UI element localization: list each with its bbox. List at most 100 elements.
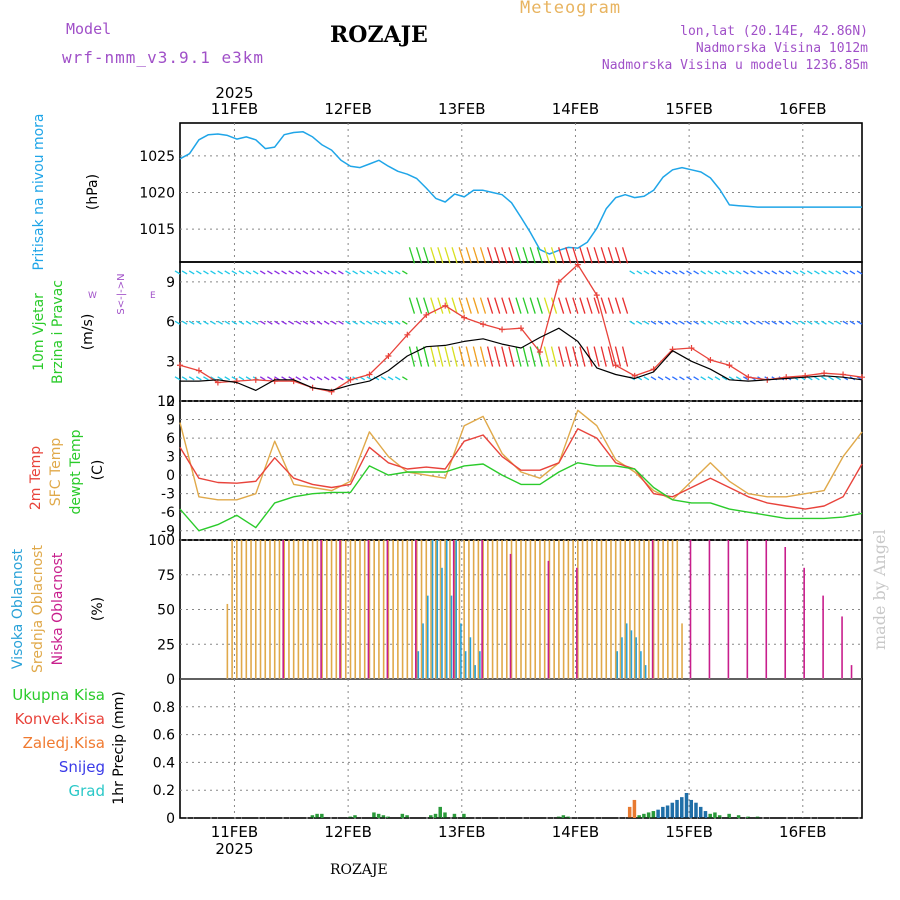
ytick-4-2: 0.4 xyxy=(153,755,175,771)
wind-barb xyxy=(629,270,636,275)
precip-bar xyxy=(717,815,722,818)
wind-barb xyxy=(302,320,309,325)
precip-bar xyxy=(727,813,731,818)
gust-marker xyxy=(177,362,183,369)
wind-barb xyxy=(238,376,245,381)
precip-bar xyxy=(376,813,381,818)
wind-barb xyxy=(650,376,657,381)
precip-bar xyxy=(675,799,679,818)
gust-marker xyxy=(366,371,373,378)
wind-barb xyxy=(714,376,721,381)
wind-barb xyxy=(856,270,863,275)
precip-bar xyxy=(561,815,566,818)
wind-barb xyxy=(408,297,416,314)
wind-barb xyxy=(217,270,223,275)
gust-marker xyxy=(688,345,695,352)
ytick-1-0: 0 xyxy=(166,394,175,410)
precip-bar xyxy=(627,806,632,818)
precip-legend-3: Snijeg xyxy=(59,758,105,776)
elevation-label: Nadmorska Visina 1012m xyxy=(695,41,868,56)
wind-barb xyxy=(508,297,515,314)
wind-barb xyxy=(679,320,685,325)
wind-barb xyxy=(742,320,749,325)
precip-legend-0: Ukupna Kisa xyxy=(12,686,105,704)
wind-barb xyxy=(295,376,302,381)
precip-bar xyxy=(642,813,646,818)
gust-marker xyxy=(518,325,524,332)
wind-barb xyxy=(181,270,188,275)
wind-barb xyxy=(806,320,813,325)
gust-marker xyxy=(214,379,221,386)
wind-barb xyxy=(210,270,216,275)
gust-marker xyxy=(252,376,259,383)
wind-barb xyxy=(274,320,280,325)
wind-barb xyxy=(217,376,223,381)
wind-barb xyxy=(352,320,358,325)
wind-barb xyxy=(764,320,770,325)
ytick-1-3: 9 xyxy=(166,275,175,291)
wind-barb xyxy=(415,297,423,314)
precip-bar xyxy=(689,799,693,818)
wind-barb xyxy=(465,297,472,314)
wind-barb xyxy=(657,320,664,325)
wind-barb xyxy=(494,297,501,314)
wind-barb xyxy=(821,376,827,381)
wind-barb xyxy=(345,270,351,275)
wind-barb xyxy=(707,376,714,381)
precip-bar xyxy=(684,792,689,818)
wind-barb xyxy=(515,247,522,264)
wind-barb xyxy=(195,376,202,381)
wind-barb xyxy=(565,247,572,264)
ytick-2-6: 9 xyxy=(166,413,175,429)
wind-barb xyxy=(188,376,195,381)
wind-barb xyxy=(281,270,287,275)
temp-ylabel-1: 2m Temp xyxy=(28,446,44,510)
precip-bar xyxy=(372,812,376,818)
page-title: ROZAJE xyxy=(330,22,428,48)
wind-barb xyxy=(188,320,195,325)
wind-barb xyxy=(593,297,600,314)
pressure-line xyxy=(179,131,862,255)
year-label-bottom: 2025 xyxy=(215,840,253,858)
wind-barb xyxy=(757,320,763,325)
wind-barb xyxy=(778,270,785,275)
wind-barb xyxy=(330,320,337,325)
wind-barb xyxy=(458,297,465,314)
wind-barb xyxy=(842,320,849,325)
precip-bar xyxy=(698,806,703,818)
precip-bar xyxy=(665,805,670,818)
wind-barb xyxy=(252,320,259,325)
wind-barb xyxy=(579,247,586,264)
wind-barb xyxy=(643,376,650,381)
wind-barb xyxy=(785,320,792,325)
ytick-3-1: 25 xyxy=(157,637,175,653)
sfc-temp-line xyxy=(179,409,863,501)
wind-barb xyxy=(479,346,487,367)
wind-barb xyxy=(458,247,465,264)
precip-bar xyxy=(405,815,409,818)
ytick-2-4: 3 xyxy=(166,450,175,466)
wind-barb xyxy=(330,270,337,275)
wind-barb xyxy=(508,346,515,367)
precip-bar xyxy=(736,815,741,818)
wind-barb xyxy=(394,270,401,275)
precip-bar xyxy=(386,816,390,818)
wind-barb xyxy=(814,270,820,275)
wind-barb xyxy=(387,320,394,325)
wind-ylabel-1: 10m Vjetar xyxy=(31,293,47,371)
day-label-bottom-0: 11FEB xyxy=(211,823,258,841)
ytick-1-1: 3 xyxy=(166,354,175,370)
wind-barb xyxy=(529,297,536,314)
gust-marker xyxy=(726,362,733,369)
precip-bar xyxy=(746,816,750,818)
wind-ylabel-2: Brzina i Pravac xyxy=(50,280,66,384)
wind-barb xyxy=(267,320,273,325)
wind-barb xyxy=(806,270,813,275)
wind-barb xyxy=(501,297,508,314)
wind-barb xyxy=(316,376,323,381)
precip-bar xyxy=(670,802,675,818)
wind-barb xyxy=(259,320,266,325)
wind-barb xyxy=(600,297,607,314)
ytick-2-1: -6 xyxy=(161,505,175,521)
